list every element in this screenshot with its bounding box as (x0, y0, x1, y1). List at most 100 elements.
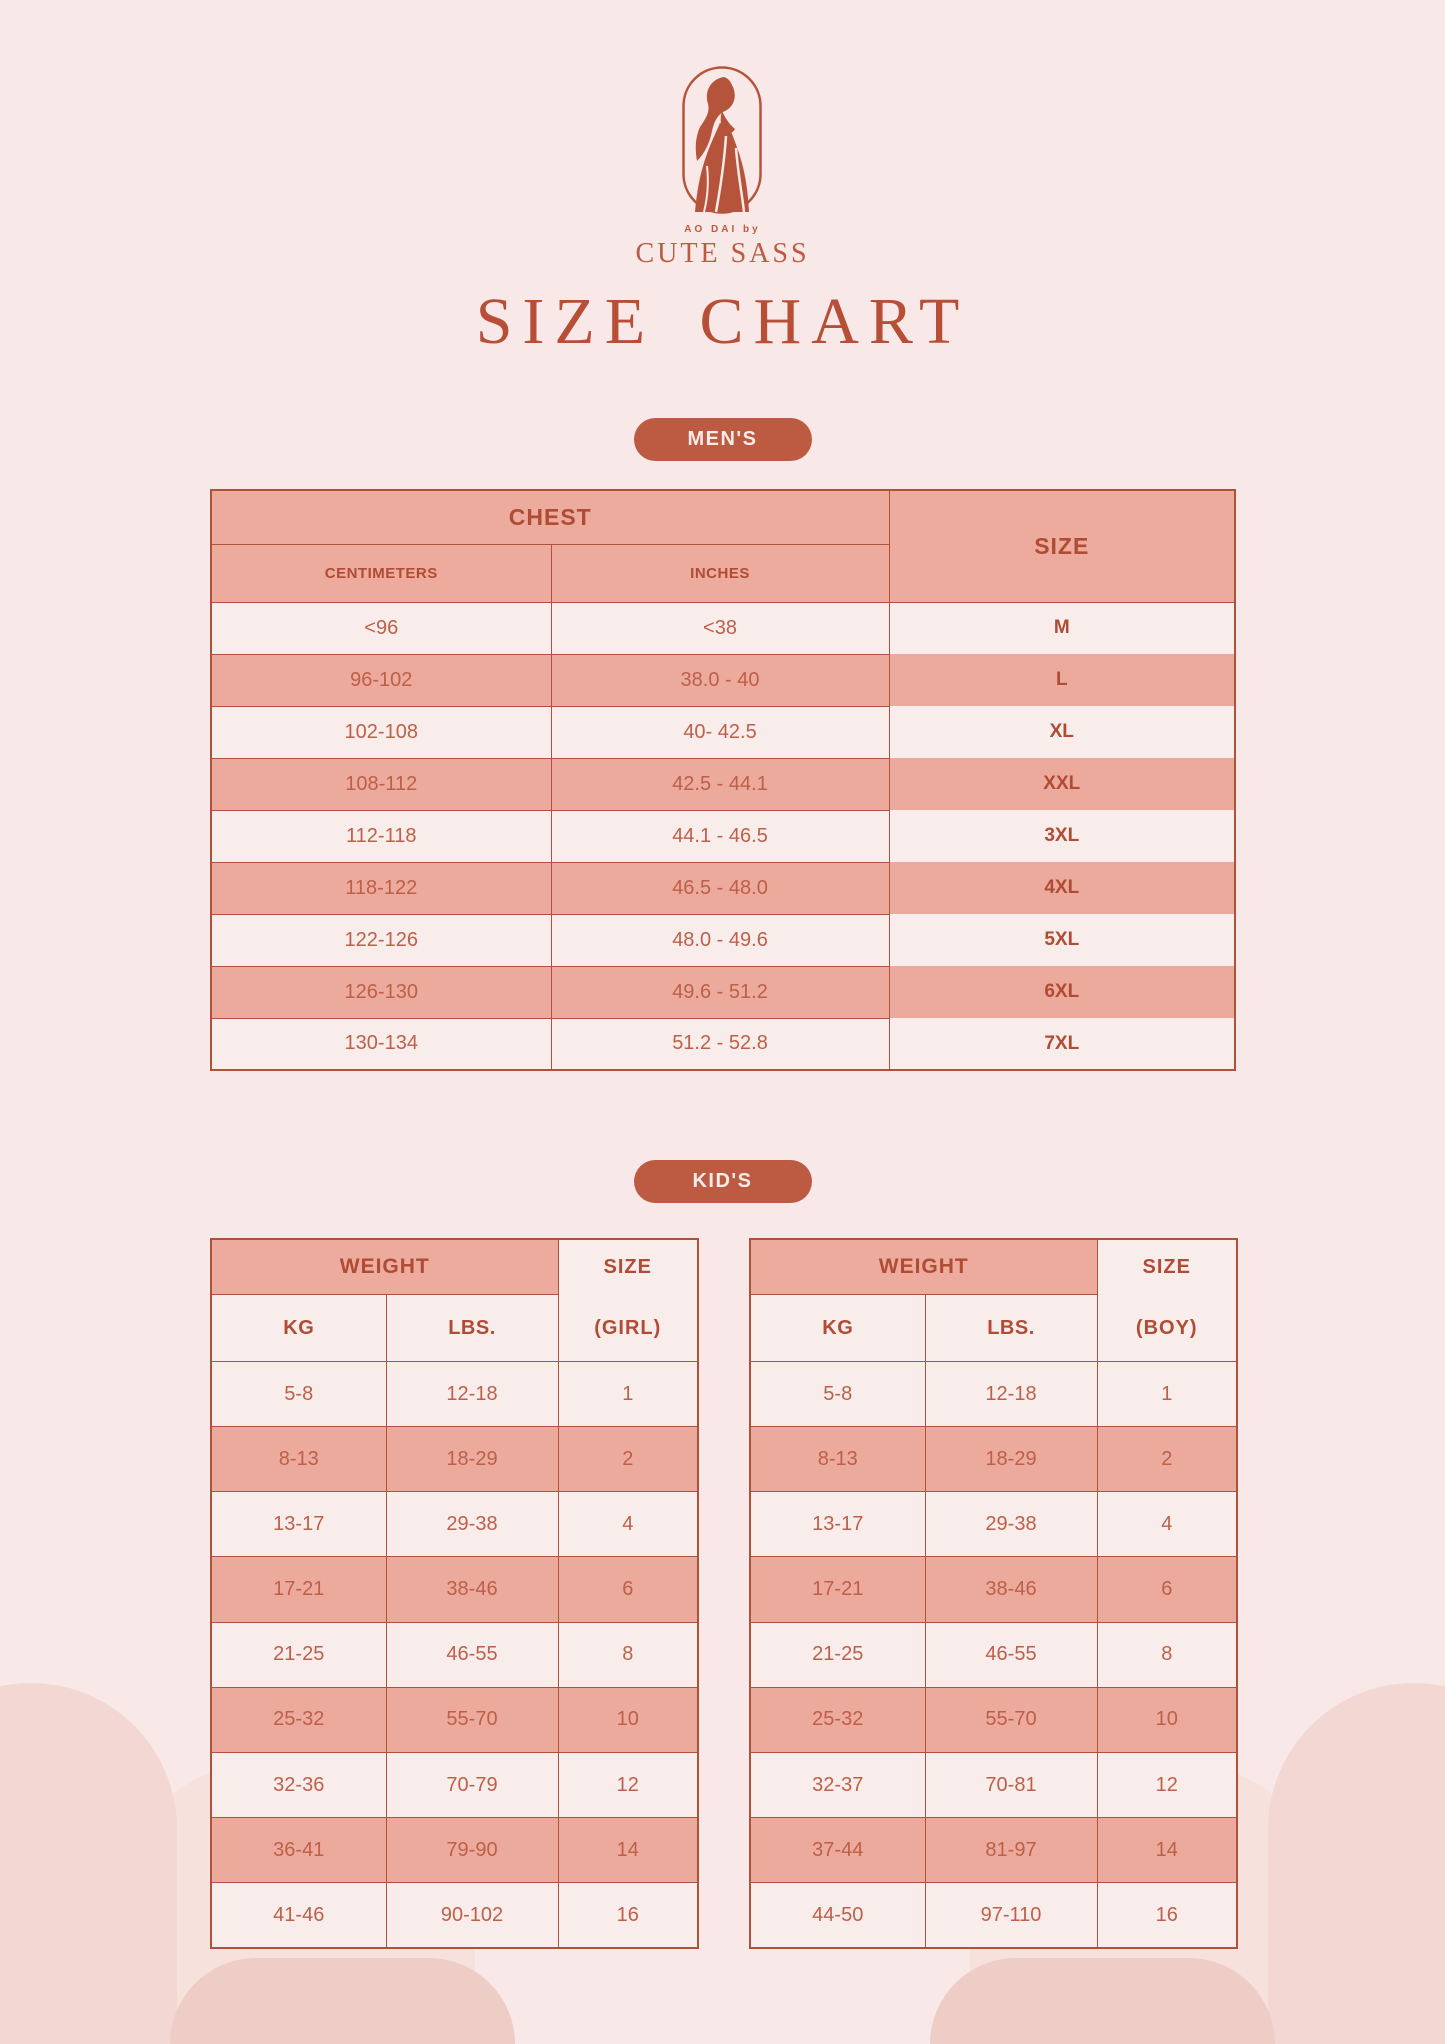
boy-size-cell: 10 (1097, 1686, 1237, 1753)
size-label: SIZE (603, 1256, 652, 1278)
table-row: 8-13 18-29 2 (211, 1426, 698, 1492)
table-row: 126-130 49.6 - 51.2 6XL (211, 965, 1236, 1018)
boy-lbs-cell: 46-55 (925, 1621, 1098, 1688)
table-row: 17-21 38-46 6 (211, 1556, 698, 1623)
inches-header: INCHES (551, 544, 890, 603)
table-row: 36-41 79-90 14 (211, 1817, 698, 1883)
woman-figure-icon (682, 66, 762, 214)
mens-cm-cell: 126-130 (211, 965, 552, 1018)
girl-kg-cell: 13-17 (211, 1491, 387, 1557)
girl-lbs-cell: 46-55 (386, 1621, 559, 1688)
page-title: SIZE CHART (475, 285, 970, 358)
mens-in-cell: 38.0 - 40 (551, 653, 890, 706)
table-row: 8-13 18-29 2 (750, 1426, 1237, 1492)
girl-lbs-cell: 12-18 (386, 1360, 559, 1427)
boy-size-cell: 16 (1097, 1882, 1237, 1948)
mens-cm-cell: 130-134 (211, 1017, 552, 1070)
girls-size-table: WEIGHT SIZE (GIRL) KG LBS. 5-8 12-18 (210, 1238, 699, 1949)
table-row: 21-25 46-55 8 (750, 1621, 1237, 1688)
mens-cm-cell: 108-112 (211, 757, 552, 810)
boy-kg-cell: 8-13 (750, 1426, 926, 1492)
boy-lbs-cell: 12-18 (925, 1360, 1098, 1427)
table-row: 130-134 51.2 - 52.8 7XL (211, 1017, 1236, 1070)
girl-kg-cell: 5-8 (211, 1360, 387, 1427)
table-row: 102-108 40- 42.5 XL (211, 705, 1236, 758)
mens-size-cell: M (889, 602, 1236, 654)
mens-in-cell: 49.6 - 51.2 (551, 965, 890, 1018)
boy-size-cell: 2 (1097, 1426, 1237, 1492)
girl-size-cell: 10 (558, 1686, 698, 1753)
table-row: 5-8 12-18 1 (211, 1360, 698, 1427)
mens-size-cell: 7XL (889, 1018, 1236, 1070)
table-row: 37-44 81-97 14 (750, 1817, 1237, 1883)
boy-size-cell: 8 (1097, 1621, 1237, 1688)
girl-label: (GIRL) (594, 1316, 662, 1339)
arch-decoration (930, 1958, 1275, 2044)
table-row: 32-36 70-79 12 (211, 1751, 698, 1818)
boy-kg-cell: 44-50 (750, 1882, 926, 1948)
mens-in-cell: 44.1 - 46.5 (551, 809, 890, 862)
boy-size-cell: 14 (1097, 1817, 1237, 1883)
mens-badge: MEN'S (633, 418, 812, 461)
boy-lbs-cell: 70-81 (925, 1751, 1098, 1818)
boys-size-table: WEIGHT SIZE (BOY) KG LBS. 5-8 12-18 (749, 1238, 1238, 1949)
table-row: 13-17 29-38 4 (750, 1491, 1237, 1557)
girl-size-cell: 2 (558, 1426, 698, 1492)
mens-in-cell: 48.0 - 49.6 (551, 913, 890, 966)
boy-lbs-cell: 18-29 (925, 1426, 1098, 1492)
boy-lbs-cell: 55-70 (925, 1686, 1098, 1753)
mens-size-cell: XXL (889, 758, 1236, 810)
boy-kg-cell: 13-17 (750, 1491, 926, 1557)
girl-lbs-cell: 70-79 (386, 1751, 559, 1818)
table-row: <96 <38 M (211, 601, 1236, 654)
girl-size-cell: 12 (558, 1751, 698, 1818)
chest-header: CHEST (211, 490, 890, 545)
table-row: 122-126 48.0 - 49.6 5XL (211, 913, 1236, 966)
table-row: 25-32 55-70 10 (211, 1686, 698, 1753)
girl-size-cell: 14 (558, 1817, 698, 1883)
mens-cm-cell: 112-118 (211, 809, 552, 862)
mens-size-cell: XL (889, 706, 1236, 758)
boy-label: (BOY) (1135, 1316, 1198, 1339)
mens-in-cell: <38 (551, 601, 890, 654)
kg-header: KG (211, 1294, 387, 1362)
arch-decoration (1268, 1683, 1445, 2044)
girl-kg-cell: 25-32 (211, 1686, 387, 1753)
girl-kg-cell: 21-25 (211, 1621, 387, 1688)
girl-kg-cell: 17-21 (211, 1556, 387, 1623)
mens-size-cell: L (889, 654, 1236, 706)
table-row: 118-122 46.5 - 48.0 4XL (211, 861, 1236, 914)
table-row: 13-17 29-38 4 (211, 1491, 698, 1557)
girl-lbs-cell: 18-29 (386, 1426, 559, 1492)
girl-size-header: SIZE (GIRL) (558, 1239, 698, 1362)
girl-lbs-cell: 90-102 (386, 1882, 559, 1948)
kg-header: KG (750, 1294, 926, 1362)
mens-in-cell: 40- 42.5 (551, 705, 890, 758)
table-row: 21-25 46-55 8 (211, 1621, 698, 1688)
mens-in-cell: 46.5 - 48.0 (551, 861, 890, 914)
boy-size-cell: 4 (1097, 1491, 1237, 1557)
table-row: 96-102 38.0 - 40 L (211, 653, 1236, 706)
table-row: 32-37 70-81 12 (750, 1751, 1237, 1818)
lbs-header: LBS. (925, 1294, 1098, 1362)
girl-size-cell: 1 (558, 1360, 698, 1427)
kids-badge: KID'S (633, 1160, 812, 1203)
boy-kg-cell: 25-32 (750, 1686, 926, 1753)
mens-cm-cell: 118-122 (211, 861, 552, 914)
girl-lbs-cell: 79-90 (386, 1817, 559, 1883)
boy-lbs-cell: 97-110 (925, 1882, 1098, 1948)
arch-decoration (0, 1683, 177, 2044)
table-header-row: WEIGHT SIZE (GIRL) (211, 1239, 698, 1362)
girl-lbs-cell: 55-70 (386, 1686, 559, 1753)
size-label: SIZE (1142, 1256, 1191, 1278)
mens-cm-cell: 102-108 (211, 705, 552, 758)
boy-kg-cell: 17-21 (750, 1556, 926, 1623)
mens-size-cell: 3XL (889, 810, 1236, 862)
brand-name: CUTE SASS (635, 238, 810, 269)
boy-kg-cell: 32-37 (750, 1751, 926, 1818)
girl-kg-cell: 32-36 (211, 1751, 387, 1818)
brand-tagline: AO DAI by (684, 224, 761, 235)
mens-size-table: CHEST SIZE CENTIMETERS INCHES <96 <38 M … (210, 489, 1237, 1071)
table-header-row: CHEST SIZE (211, 490, 1236, 603)
